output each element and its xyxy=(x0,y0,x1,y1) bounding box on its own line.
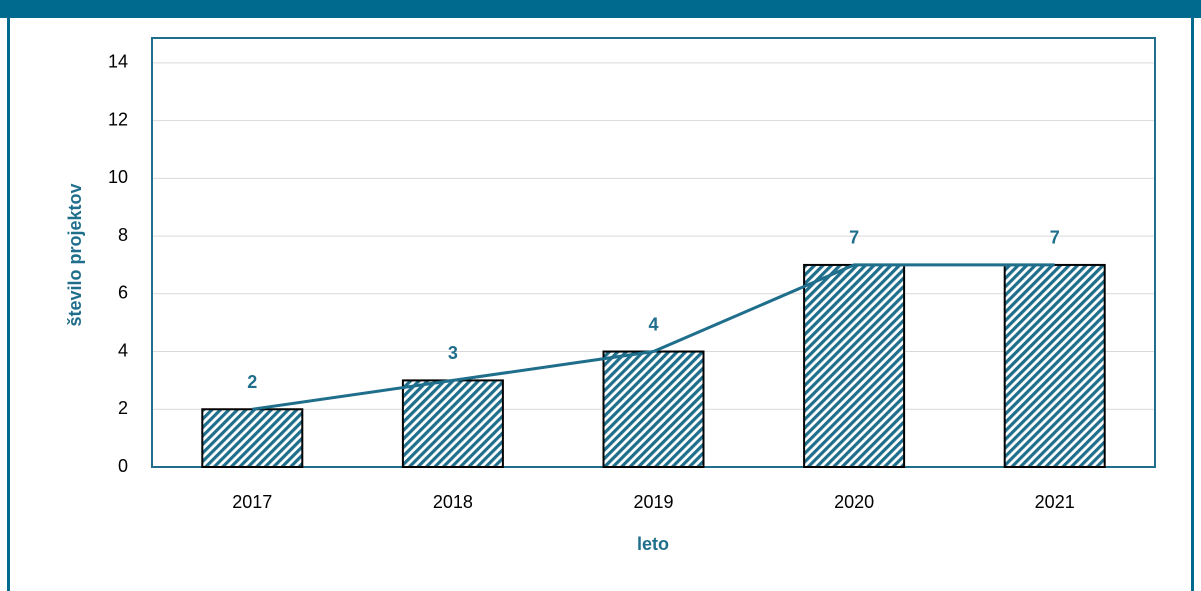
bar xyxy=(602,350,705,468)
y-tick-label: 0 xyxy=(118,456,128,476)
trend-line xyxy=(252,263,1055,411)
x-tick-label: 2020 xyxy=(834,492,874,512)
y-tick-label: 6 xyxy=(118,283,128,303)
data-label: 7 xyxy=(849,228,859,248)
x-tick-label: 2019 xyxy=(633,492,673,512)
x-tick-label: 2017 xyxy=(232,492,272,512)
x-tick-label: 2018 xyxy=(433,492,473,512)
left-border xyxy=(7,0,10,591)
data-label: 4 xyxy=(648,314,658,334)
bar xyxy=(803,263,906,468)
y-axis-label: število projektov xyxy=(65,183,85,326)
x-tick-label: 2021 xyxy=(1035,492,1075,512)
y-tick-label: 4 xyxy=(118,340,128,360)
data-label: 7 xyxy=(1050,228,1060,248)
bar xyxy=(401,379,504,468)
data-label: 3 xyxy=(448,343,458,363)
y-tick-label: 14 xyxy=(108,52,128,72)
y-tick-label: 8 xyxy=(118,225,128,245)
y-tick-label: 2 xyxy=(118,398,128,418)
right-border xyxy=(1191,0,1194,591)
y-tick-label: 10 xyxy=(108,167,128,187)
y-tick-label: 12 xyxy=(108,109,128,129)
x-axis-label: leto xyxy=(637,534,669,554)
top-bar xyxy=(0,0,1201,18)
bar xyxy=(1003,263,1106,468)
data-label: 2 xyxy=(247,372,257,392)
bar xyxy=(201,408,304,468)
